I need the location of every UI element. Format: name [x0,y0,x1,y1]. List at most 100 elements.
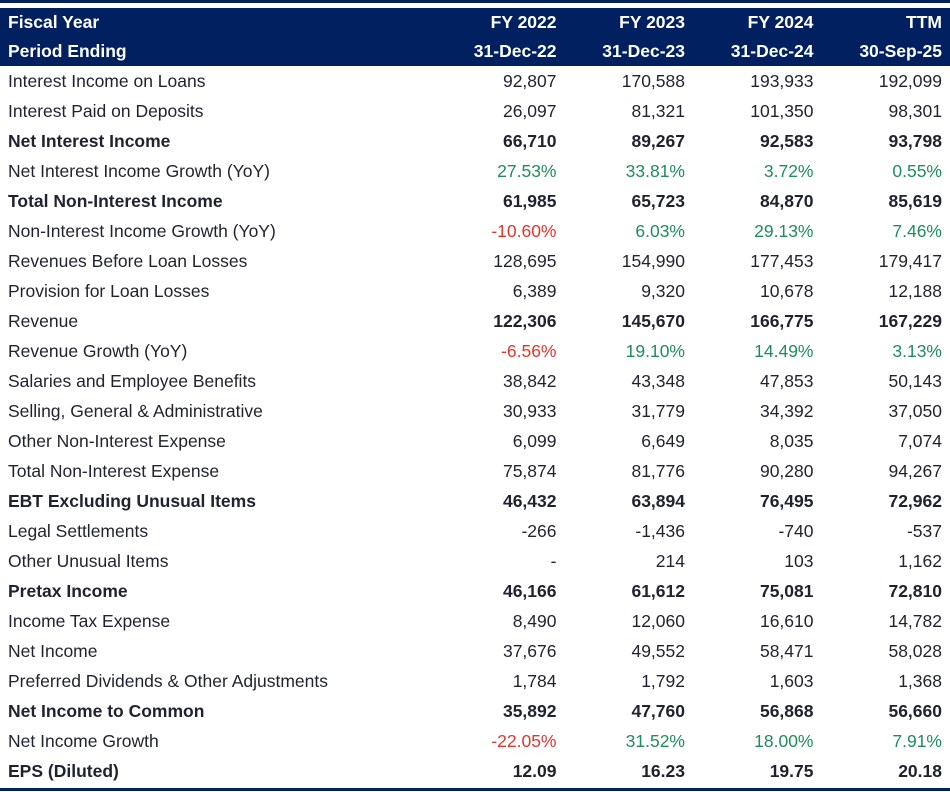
row-value: 16.23 [641,760,685,781]
row-value: 38,842 [502,370,557,391]
row-value: 56,868 [759,700,814,721]
row-value: -1,436 [635,520,685,541]
table-row: Net Income to Common 35,892 47,760 56,868 56… [0,696,950,726]
row-value: 0.55% [892,160,942,181]
row-value: 37,676 [502,640,557,661]
row-value: 94,267 [888,460,942,481]
table-row: Total Non-Interest Expense 75,874 81,776 90… [0,456,950,486]
row-label: Preferred Dividends & Other Adjustments [8,670,329,691]
row-label: Pretax Income [8,580,128,601]
row-value: 6.03% [635,220,685,241]
row-value: 192,099 [878,70,942,91]
row-value: 30,933 [502,400,557,421]
row-value: 12.09 [512,760,557,781]
row-label: Total Non-Interest Expense [8,460,220,481]
period-date-fy2022: 31-Dec-22 [473,41,557,61]
top-divider-rule [0,0,950,3]
row-label: Selling, General & Administrative [8,400,263,421]
row-value: 145,670 [621,310,685,331]
row-value: 92,583 [759,130,814,151]
row-value: 35,892 [502,700,557,721]
row-label: EPS (Diluted) [8,760,119,781]
row-label: Salaries and Employee Benefits [8,370,257,391]
row-value: 27.53% [497,160,557,181]
table-row: Selling, General & Administrative 30,933 3… [0,396,950,426]
row-value: 19.75 [769,760,814,781]
table-row: Net Income 37,676 49,552 58,471 58,028 [0,636,950,666]
period-date-fy2023: 31-Dec-23 [602,41,685,61]
row-value: 76,495 [759,490,814,511]
row-value: 85,619 [888,190,942,211]
row-value: -6.56% [501,340,557,361]
table-row: Preferred Dividends & Other Adjustments 1… [0,666,950,696]
row-value: 12,188 [888,280,942,301]
row-label: Interest Paid on Deposits [8,100,204,121]
row-label: Revenues Before Loan Losses [8,250,248,271]
row-label: EBT Excluding Unusual Items [8,490,256,511]
row-value: - [550,550,557,571]
row-value: 6,649 [641,430,685,451]
row-value: 46,166 [502,580,557,601]
table-row: Pretax Income 46,166 61,612 75,081 72,810 [0,576,950,606]
row-value: -537 [906,520,942,541]
row-value: 179,417 [878,250,942,271]
row-value: 214 [655,550,685,571]
row-value: 29.13% [754,220,814,241]
row-label: Legal Settlements [8,520,149,541]
table-row: Other Non-Interest Expense 6,099 6,649 8,03… [0,426,950,456]
row-value: 81,776 [631,460,685,481]
row-value: -22.05% [491,730,557,751]
row-value: 9,320 [641,280,685,301]
table-row: Other Unusual Items - 214 103 1,162 [0,546,950,576]
row-label: Income Tax Expense [8,610,171,631]
fiscal-year-header-row: Fiscal Year FY 2022 FY 2023 FY 2024 TTM [0,8,950,37]
row-value: 20.18 [898,760,942,781]
table-row: Non-Interest Income Growth (YoY) -10.60% 6… [0,216,950,246]
row-value: 7.46% [892,220,942,241]
table-row: EPS (Diluted) 12.09 16.23 19.75 20.18 [0,756,950,786]
period-ending-label: Period Ending [8,41,127,61]
row-value: 8,035 [769,430,814,451]
row-label: Net Interest Income [8,130,171,151]
row-value: 166,775 [750,310,814,331]
row-value: 1,792 [641,670,685,691]
row-value: 92,807 [502,70,557,91]
row-value: 81,321 [631,100,685,121]
row-value: 103 [784,550,814,571]
row-value: 12,060 [631,610,685,631]
period-date-ttm: 30-Sep-25 [859,41,942,61]
row-value: 10,678 [759,280,814,301]
table-row: Salaries and Employee Benefits 38,842 43,3… [0,366,950,396]
row-label: Provision for Loan Losses [8,280,210,301]
column-header-fy2023: FY 2023 [619,12,685,32]
row-value: 89,267 [631,130,685,151]
table-row: Net Income Growth -22.05% 31.52% 18.00% 7.91… [0,726,950,756]
row-value: 93,798 [888,130,942,151]
table-header: Fiscal Year FY 2022 FY 2023 FY 2024 TTM … [0,8,950,66]
row-label: Revenue [8,310,79,331]
row-value: 16,610 [759,610,814,631]
row-value: 18.00% [754,730,814,751]
period-ending-header-row: Period Ending 31-Dec-22 31-Dec-23 31-Dec… [0,37,950,66]
fiscal-year-label: Fiscal Year [8,12,100,32]
row-value: 66,710 [502,130,557,151]
column-header-fy2022: FY 2022 [490,12,557,32]
row-value: 84,870 [759,190,814,211]
table-row: Revenues Before Loan Losses 128,695 154,99… [0,246,950,276]
row-value: 75,874 [502,460,557,481]
period-date-fy2024: 31-Dec-24 [730,41,814,61]
row-label: Total Non-Interest Income [8,190,223,211]
row-value: 3.13% [892,340,942,361]
table-row: Net Interest Income 66,710 89,267 92,583 93,… [0,126,950,156]
table-row: Revenue Growth (YoY) -6.56% 19.10% 14.49% 3.… [0,336,950,366]
row-label: Non-Interest Income Growth (YoY) [8,220,276,241]
row-label: Net Income [8,640,98,661]
row-value: -10.60% [491,220,557,241]
row-value: 61,985 [502,190,557,211]
row-value: 46,432 [502,490,557,511]
row-value: 1,368 [898,670,942,691]
row-value: 72,962 [888,490,942,511]
table-row: EBT Excluding Unusual Items 46,432 63,894 7… [0,486,950,516]
row-value: 154,990 [621,250,685,271]
row-value: 56,660 [888,700,942,721]
